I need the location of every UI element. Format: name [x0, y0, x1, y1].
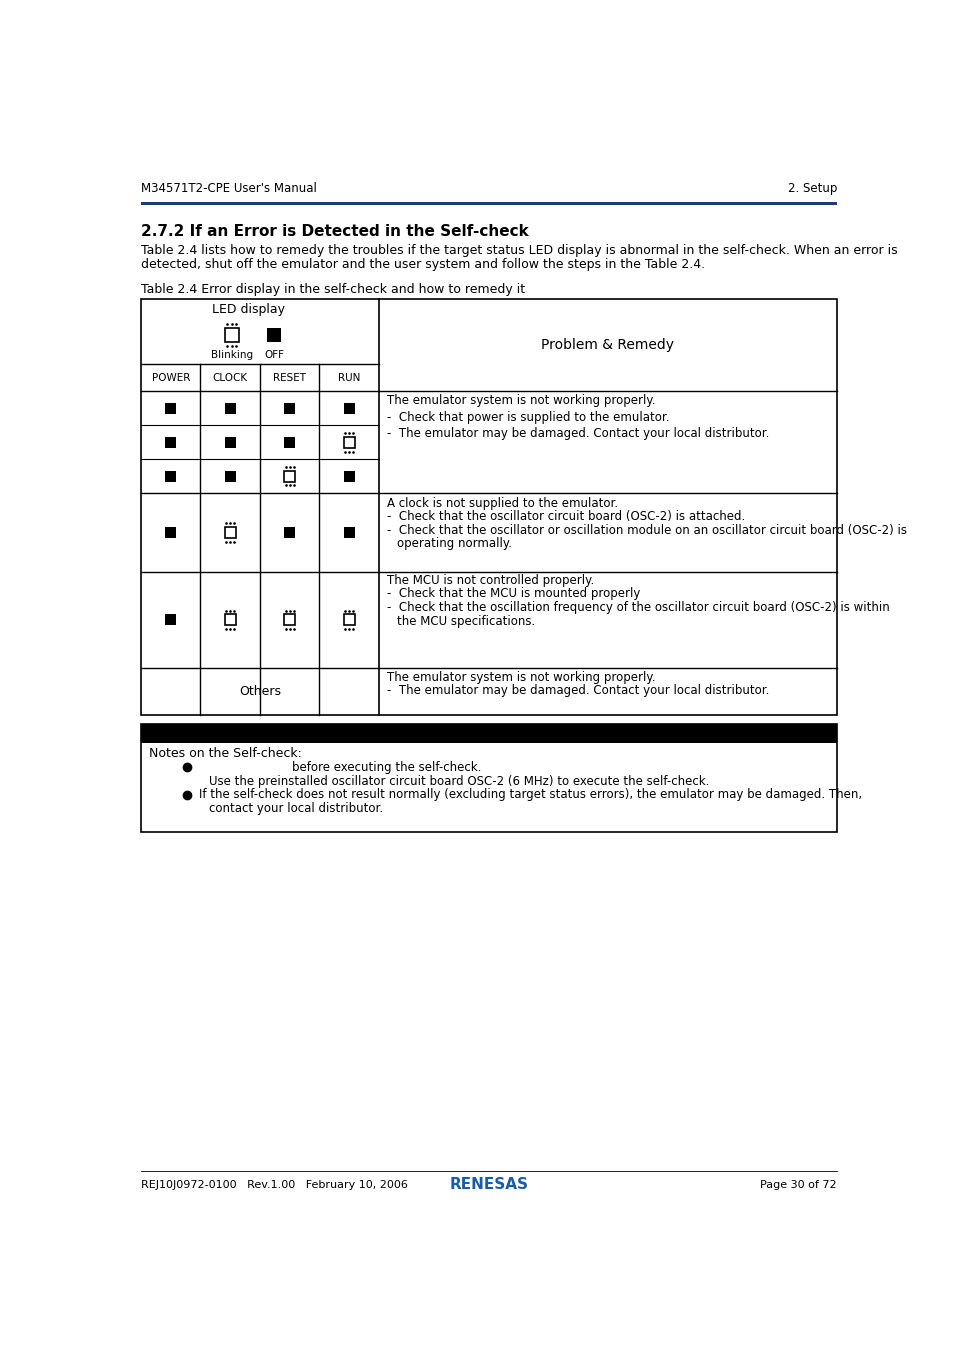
Bar [165, 614, 176, 625]
Bar [284, 404, 294, 414]
Bar [343, 404, 355, 414]
Bar [225, 404, 235, 414]
Bar [284, 614, 294, 625]
Text: CLOCK: CLOCK [213, 373, 248, 382]
Text: 2. Setup: 2. Setup [786, 182, 836, 196]
Text: The emulator system is not working properly.: The emulator system is not working prope… [386, 671, 655, 683]
Bar [343, 614, 355, 625]
Text: M34571T2-CPE User's Manual: M34571T2-CPE User's Manual [141, 182, 316, 196]
Text: -  Check that power is supplied to the emulator.: - Check that power is supplied to the em… [386, 412, 668, 424]
Text: Blinking: Blinking [211, 350, 253, 359]
Bar [343, 437, 355, 448]
Text: If the self-check does not result normally (excluding target status errors), the: If the self-check does not result normal… [199, 788, 862, 802]
Text: The MCU is not controlled properly.: The MCU is not controlled properly. [386, 574, 594, 587]
Bar [284, 437, 294, 448]
Bar [284, 526, 294, 537]
Bar [225, 526, 235, 537]
Bar [141, 724, 836, 742]
Bar [141, 724, 836, 832]
Bar [343, 526, 355, 537]
Text: -  Check that the oscillator or oscillation module on an oscillator circuit boar: - Check that the oscillator or oscillati… [386, 524, 905, 536]
Text: RUN: RUN [337, 373, 360, 382]
Text: RESET: RESET [273, 373, 306, 382]
Text: POWER: POWER [152, 373, 190, 382]
Text: -  Check that the oscillator circuit board (OSC-2) is attached.: - Check that the oscillator circuit boar… [386, 510, 744, 522]
Text: -  The emulator may be damaged. Contact your local distributor.: - The emulator may be damaged. Contact y… [386, 427, 768, 440]
Bar [165, 526, 176, 537]
Text: contact your local distributor.: contact your local distributor. [209, 802, 383, 815]
Text: RENESAS: RENESAS [449, 1177, 528, 1192]
Text: LED display: LED display [212, 304, 285, 316]
Text: before executing the self-check.: before executing the self-check. [292, 760, 481, 774]
Text: operating normally.: operating normally. [397, 537, 512, 551]
Bar [165, 471, 176, 482]
Text: -  The emulator may be damaged. Contact your local distributor.: - The emulator may be damaged. Contact y… [386, 684, 768, 698]
Text: The emulator system is not working properly.: The emulator system is not working prope… [386, 394, 655, 408]
Bar [267, 328, 281, 342]
Text: OFF: OFF [264, 350, 284, 359]
Text: Page 30 of 72: Page 30 of 72 [760, 1180, 836, 1189]
Text: Use the preinstalled oscillator circuit board OSC-2 (6 MHz) to execute the self-: Use the preinstalled oscillator circuit … [209, 775, 709, 787]
Bar [343, 471, 355, 482]
Text: Table 2.4 lists how to remedy the troubles if the target status LED display is a: Table 2.4 lists how to remedy the troubl… [141, 244, 897, 256]
Bar [284, 471, 294, 482]
Bar [141, 202, 836, 205]
Bar [225, 437, 235, 448]
Text: -  Check that the oscillation frequency of the oscillator circuit board (OSC-2) : - Check that the oscillation frequency o… [386, 601, 888, 614]
Bar [141, 300, 836, 716]
Bar [225, 471, 235, 482]
Bar [165, 437, 176, 448]
Text: the MCU specifications.: the MCU specifications. [397, 616, 536, 628]
Bar [225, 614, 235, 625]
Text: -  Check that the MCU is mounted properly: - Check that the MCU is mounted properly [386, 587, 639, 601]
Text: Problem & Remedy: Problem & Remedy [540, 339, 674, 352]
Text: Notes on the Self-check:: Notes on the Self-check: [149, 747, 301, 760]
Bar [165, 404, 176, 414]
Text: Table 2.4 Error display in the self-check and how to remedy it: Table 2.4 Error display in the self-chec… [141, 284, 524, 296]
Bar [224, 328, 238, 342]
Text: A clock is not supplied to the emulator.: A clock is not supplied to the emulator. [386, 497, 618, 509]
Text: 2.7.2 If an Error is Detected in the Self-check: 2.7.2 If an Error is Detected in the Sel… [141, 224, 528, 239]
Text: REJ10J0972-0100   Rev.1.00   February 10, 2006: REJ10J0972-0100 Rev.1.00 February 10, 20… [141, 1180, 407, 1189]
Text: Others: Others [238, 684, 280, 698]
Text: detected, shut off the emulator and the user system and follow the steps in the : detected, shut off the emulator and the … [141, 258, 704, 271]
